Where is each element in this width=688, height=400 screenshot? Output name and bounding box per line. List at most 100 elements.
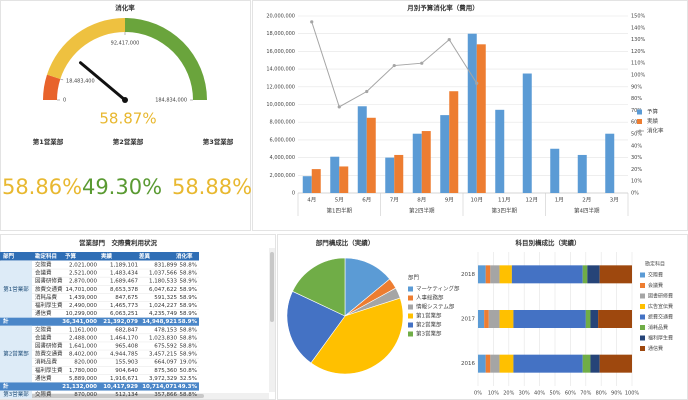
y-tick-label: 18,000,000	[266, 31, 295, 37]
bar	[467, 33, 477, 194]
bar-segment	[485, 354, 491, 373]
legend-label: 旅費交通費	[648, 314, 673, 321]
y-tick-label: 2018	[461, 272, 475, 278]
column-header: 消化率	[176, 252, 193, 260]
dept-label: 第1営業部	[3, 285, 29, 293]
y-tick-label: 12,000,000	[266, 84, 295, 90]
table-cell: 1,916,671	[110, 376, 138, 382]
y2-tick-label: 100%	[631, 73, 646, 79]
bar	[366, 117, 376, 193]
legend-swatch	[408, 322, 413, 328]
gauge-tick	[60, 78, 64, 81]
bar-segment	[513, 310, 586, 328]
table-cell: 904,640	[115, 368, 138, 374]
table-cell: 875,360	[154, 368, 177, 374]
y-tick-label: 0	[292, 191, 295, 197]
line-marker	[365, 89, 369, 94]
legend-swatch	[637, 119, 642, 124]
table-cell: 58.9%	[180, 295, 197, 301]
bar-segment	[590, 310, 599, 328]
bar-segment	[599, 354, 632, 373]
y-tick-label: 14,000,000	[266, 67, 295, 73]
gauge-value: 58.87%	[99, 110, 156, 128]
legend-label: 図書研修費	[648, 293, 673, 300]
table-cell: 58.9%	[180, 303, 197, 309]
table-cell: 58.8%	[180, 263, 197, 269]
bar-segment	[478, 354, 486, 373]
legend-label: 交際費	[648, 272, 663, 279]
y-tick-label: 4,000,000	[270, 155, 295, 161]
table-cell: 5,889,000	[69, 376, 97, 382]
gauge-tick-label: 18,483,400	[66, 78, 95, 84]
total-row	[0, 382, 199, 391]
total-row	[0, 317, 199, 326]
table-cell: 357,866	[154, 392, 177, 398]
y2-tick-label: 150%	[631, 14, 646, 20]
legend-label: 人事総務部	[416, 294, 444, 302]
legend-title: 部門	[408, 274, 420, 282]
table-cell: 交際費	[35, 390, 52, 398]
x-tick-label: 70%	[580, 391, 591, 397]
kpi-label: 第2営業部	[113, 137, 144, 146]
pie-slice	[292, 257, 346, 317]
y-tick-label: 2017	[461, 317, 475, 323]
bar	[339, 166, 349, 193]
x-tick-label: 50%	[549, 391, 560, 397]
legend-label: 消耗品費	[648, 324, 668, 331]
y2-tick-label: 10%	[631, 179, 642, 185]
bar-segment	[499, 265, 512, 284]
total-cell: 21,132,000	[62, 384, 97, 390]
legend-label: 第1営業部	[416, 312, 442, 320]
table-cell: 3,457,215	[149, 352, 177, 358]
table-cell: 交際費	[35, 261, 52, 269]
table-cell: 旅費交通費	[35, 285, 63, 293]
legend-swatch	[408, 331, 413, 337]
table-cell: 831,899	[154, 263, 177, 269]
legend-label: 福利厚生費	[648, 335, 673, 342]
gauge-tick-label: 184,834,000	[155, 98, 187, 104]
table-cell: 58.8%	[180, 392, 197, 398]
column-header: 勘定科目	[35, 252, 57, 260]
x-tick-label: 9月	[445, 197, 454, 204]
group-label: 第1四半期	[327, 207, 353, 215]
x-tick-label: 12月	[526, 197, 539, 204]
y2-tick-label: 0%	[631, 191, 639, 197]
table-cell: 消耗品費	[35, 358, 58, 366]
bar	[522, 73, 532, 193]
chart-title: 消化率	[115, 3, 135, 12]
bar	[440, 115, 450, 193]
table-cell: 4,235,749	[149, 311, 177, 317]
table-cell: 1,037,566	[149, 271, 177, 277]
legend-label: 消化率	[647, 127, 664, 135]
total-cell: 14,948,921	[142, 319, 177, 325]
legend-swatch	[640, 304, 645, 309]
legend-swatch	[637, 109, 642, 115]
table-cell: 58.9%	[180, 287, 197, 293]
x-tick-label: 80%	[596, 391, 607, 397]
scroll-thumb[interactable]	[4, 394, 204, 398]
table-cell: 8,653,378	[110, 287, 138, 293]
y2-tick-label: 20%	[631, 167, 642, 173]
pie-slice	[310, 297, 404, 375]
dept-cell	[0, 260, 32, 318]
table-cell: 図書研修費	[35, 277, 63, 285]
table-cell: 1,023,830	[149, 335, 177, 341]
table-cell: 1,161,000	[69, 327, 97, 333]
legend-swatch	[408, 304, 413, 310]
scroll-thumb[interactable]	[270, 252, 274, 322]
legend-label: 会議費	[648, 282, 663, 289]
y2-tick-label: 130%	[631, 37, 646, 43]
table-cell: 591,325	[154, 295, 177, 301]
total-cell: 49.3%	[178, 384, 198, 390]
table-cell: 512,134	[115, 392, 138, 398]
x-tick-label: 90%	[611, 391, 622, 397]
y2-tick-label: 50%	[631, 132, 642, 138]
bar	[605, 133, 615, 193]
table-cell: 58.9%	[180, 279, 197, 285]
legend-label: 第3営業部	[416, 330, 442, 338]
x-tick-label: 100%	[625, 391, 640, 397]
table-cell: 58.8%	[180, 344, 197, 350]
dept-cell	[0, 325, 32, 383]
table-cell: 58.8%	[180, 327, 197, 333]
